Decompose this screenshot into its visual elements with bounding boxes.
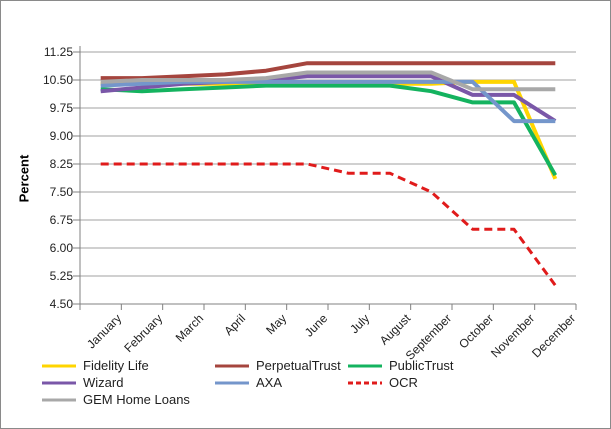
legend: Fidelity Life PerpetualTrust PublicTrust Wi… <box>41 357 511 408</box>
legend-item-fidelity-life: Fidelity Life <box>41 357 214 374</box>
legend-label: OCR <box>389 375 418 390</box>
series-line-perpetualtrust <box>100 61 556 81</box>
y-tick-label: 7.50 <box>49 185 73 199</box>
legend-item-publictrust: PublicTrust <box>347 357 511 374</box>
legend-swatch-fidelity-life <box>42 364 76 367</box>
legend-swatch-wizard <box>42 381 76 384</box>
legend-label: PerpetualTrust <box>256 358 341 373</box>
series-line-gem-home-loans <box>100 70 556 92</box>
y-tick-label: 6.75 <box>49 213 73 227</box>
legend-swatch-gem-home-loans <box>42 398 76 401</box>
legend-swatch-axa <box>215 381 249 384</box>
y-tick-label: 6.00 <box>49 241 73 255</box>
legend-item-wizard: Wizard <box>41 374 214 391</box>
y-tick-label: 9.00 <box>49 129 73 143</box>
y-tick-label: 5.25 <box>49 269 73 283</box>
legend-label: Fidelity Life <box>83 358 149 373</box>
legend-swatch-ocr <box>348 381 382 384</box>
legend-label: PublicTrust <box>389 358 454 373</box>
series-line-wizard <box>100 74 557 123</box>
y-tick-label: 4.50 <box>49 297 73 311</box>
legend-label: Wizard <box>83 375 124 390</box>
legend-item-axa: AXA <box>214 374 347 391</box>
y-tick-label: 10.50 <box>42 73 73 87</box>
legend-label: GEM Home Loans <box>83 392 190 407</box>
legend-swatch-perpetualtrust <box>215 364 249 367</box>
series-line-ocr <box>100 162 557 287</box>
series-line-publictrust <box>100 83 558 177</box>
y-tick-label: 9.75 <box>49 101 73 115</box>
legend-swatch-publictrust <box>348 364 382 367</box>
legend-label: AXA <box>256 375 283 390</box>
legend-item-gem-home-loans: GEM Home Loans <box>41 391 214 408</box>
y-tick-label: 8.25 <box>49 157 73 171</box>
legend-item-ocr: OCR <box>347 374 511 391</box>
legend-item-perpetualtrust: PerpetualTrust <box>214 357 347 374</box>
y-tick-label: 11.25 <box>43 45 73 59</box>
